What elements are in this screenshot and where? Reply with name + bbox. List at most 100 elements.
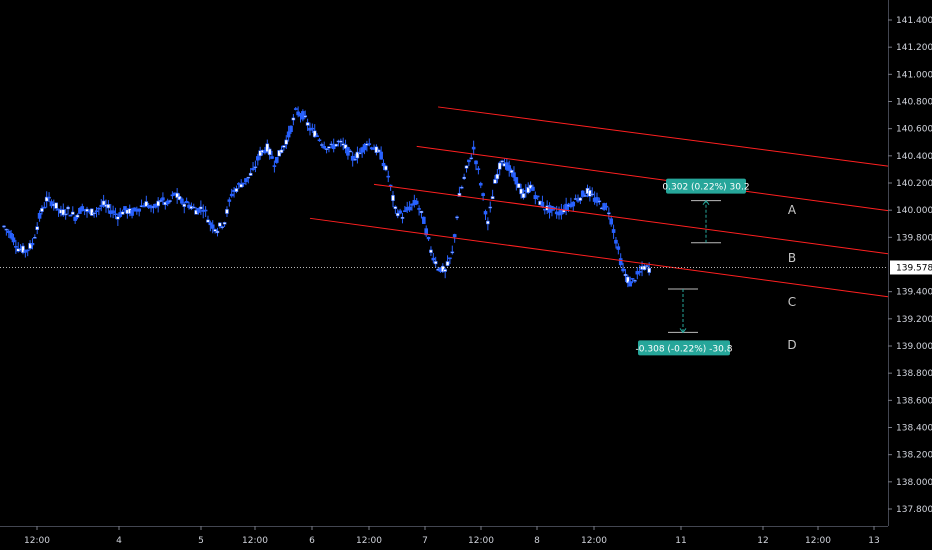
candle — [4, 228, 9, 236]
candle — [637, 265, 642, 276]
candle — [526, 182, 530, 195]
candle — [467, 159, 471, 166]
candle-body — [234, 188, 239, 192]
candle — [168, 199, 172, 204]
candle-body — [180, 198, 184, 204]
candle-body — [49, 201, 54, 207]
candle — [277, 150, 281, 157]
candle-body — [322, 145, 327, 149]
candle — [445, 255, 450, 267]
candle — [246, 176, 251, 184]
candle-body — [526, 187, 530, 193]
candle-body — [426, 236, 431, 240]
candle — [241, 182, 246, 187]
candle — [621, 262, 625, 273]
candle — [40, 205, 44, 215]
candle — [218, 222, 222, 229]
candle-body — [222, 222, 227, 225]
candle — [588, 186, 592, 202]
candle-body — [329, 143, 334, 146]
candle — [258, 146, 262, 160]
candle-body — [97, 207, 101, 210]
candle — [457, 186, 462, 197]
candle — [293, 106, 298, 111]
candle — [44, 191, 49, 208]
candle-body — [80, 206, 85, 212]
candle — [61, 203, 66, 217]
candle-body — [144, 201, 149, 207]
candle-body — [47, 196, 51, 199]
channel-line-b[interactable] — [416, 145, 889, 212]
candle — [476, 166, 481, 175]
time-tick-label: 8 — [534, 536, 540, 546]
candle — [229, 188, 234, 198]
price-tick-label: 138.800 — [896, 369, 932, 379]
candle — [170, 191, 175, 200]
candle-body — [317, 139, 322, 142]
price-tick-label: 139.200 — [896, 315, 932, 325]
candle — [507, 160, 512, 177]
candle-body — [607, 212, 611, 215]
candle-body — [614, 239, 618, 244]
channel-line-c[interactable] — [373, 183, 889, 255]
price-range-measure[interactable]: -0.308 (-0.22%) -30.8 — [636, 288, 733, 356]
candle — [429, 246, 433, 256]
candle — [324, 147, 329, 154]
candle — [348, 149, 353, 153]
candle-body — [246, 176, 251, 179]
price-tick-label: 141.200 — [896, 43, 932, 53]
candle — [329, 141, 334, 149]
candle-body — [571, 201, 576, 207]
channel-label-b: B — [788, 251, 796, 265]
time-tick-label: 12:00 — [468, 536, 494, 546]
candle — [391, 191, 395, 208]
candle — [70, 206, 75, 216]
candle — [92, 212, 96, 218]
candle — [478, 181, 483, 189]
candle-body — [419, 210, 424, 214]
candle-body — [35, 226, 40, 231]
candle-body — [507, 165, 512, 171]
candle — [289, 125, 293, 134]
candle-body — [493, 179, 497, 184]
candle — [486, 217, 490, 231]
candle-body — [647, 267, 651, 273]
candle — [182, 201, 187, 214]
candle-body — [497, 162, 502, 170]
candle — [286, 125, 291, 142]
candle-body — [445, 261, 450, 266]
candle-body — [63, 213, 68, 216]
time-tick-label: 12:00 — [24, 536, 50, 546]
candle — [180, 197, 184, 205]
price-tick-label: 140.000 — [896, 206, 932, 216]
candle — [604, 202, 609, 211]
candle-body — [310, 127, 315, 130]
current-price-value: 139.578 — [896, 263, 932, 273]
candle-body — [291, 117, 296, 121]
candle-body — [478, 183, 483, 186]
candle — [393, 205, 398, 214]
channel-line-d[interactable] — [309, 217, 889, 298]
candle-body — [324, 148, 329, 150]
candle-body — [564, 203, 568, 211]
parallel-channel[interactable]: A B C D — [309, 106, 889, 352]
time-tick-label: 13 — [868, 536, 879, 546]
candle — [234, 185, 239, 194]
time-axis[interactable]: 12:00 4 5 12:00 6 12:00 7 12:00 8 12:00 11 12 12:00 1… — [0, 526, 888, 546]
candle-body — [595, 197, 599, 203]
candle — [25, 249, 30, 257]
candle — [94, 206, 99, 218]
candle — [255, 153, 260, 166]
candle-body — [514, 177, 519, 185]
candle — [317, 138, 322, 142]
candle — [433, 256, 438, 268]
candle-body — [334, 143, 338, 147]
price-range-measure[interactable]: 0.302 (0.22%) 30.2 — [662, 178, 750, 244]
measurement-tools[interactable]: 0.302 (0.22%) 30.2 -0.308 (-0.22%) -30.8 — [636, 178, 750, 356]
candle-body — [265, 143, 270, 153]
channel-line-a[interactable] — [437, 106, 889, 167]
candle-body — [54, 202, 58, 209]
channel-label-d: D — [787, 338, 796, 352]
candle-body — [206, 219, 210, 223]
